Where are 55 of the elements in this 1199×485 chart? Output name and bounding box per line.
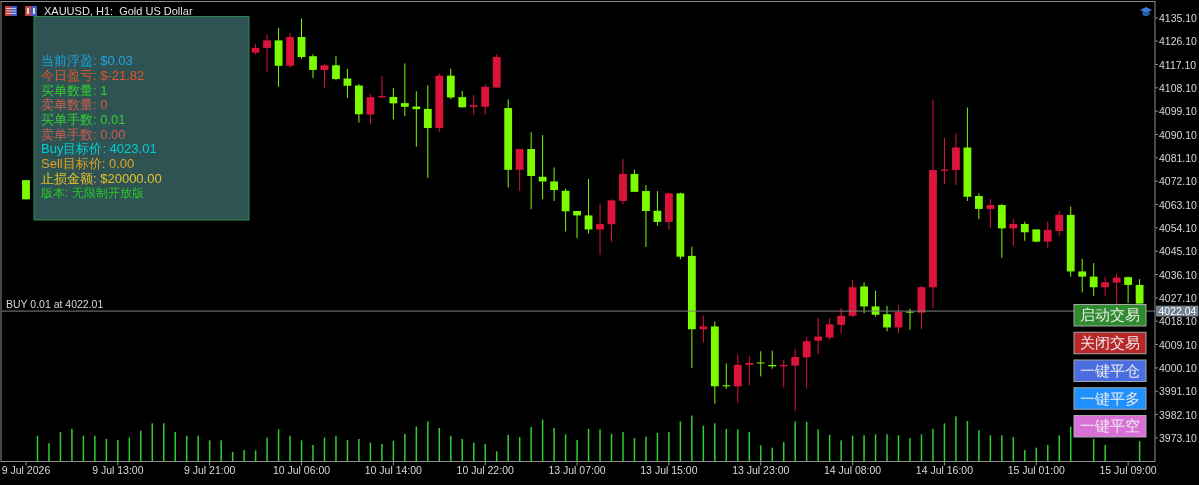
annotation: 当前浮盈: $0.03 [41, 53, 133, 69]
y-tick-label: 4081.10 [1159, 151, 1198, 164]
annotation: Buy目标价: 4023.01 [41, 141, 157, 157]
chart-title: XAUUSD, H1: Gold US Dollar [44, 5, 193, 17]
annotation: 止损金额: $20000.00 [41, 170, 162, 186]
x-tick-label: 9 Jul 21:00 [184, 464, 236, 476]
y-tick-label: 3982.10 [1159, 408, 1198, 421]
button: 一键平多 [1073, 387, 1147, 410]
y-tick-label: 3991.10 [1159, 385, 1198, 398]
annotation: Sell目标价: 0.00 [41, 156, 135, 172]
y-tick-label: 4072.10 [1159, 175, 1198, 188]
annotation: 版本: 无限制开放版 [41, 186, 144, 200]
x-tick-label: 15 Jul 09:00 [1099, 464, 1157, 476]
x-tick-label: 13 Jul 15:00 [640, 464, 698, 476]
annotation: 买单手数: 0.01 [41, 112, 126, 127]
button: 一键平仓 [1073, 359, 1147, 382]
x-tick-label: 10 Jul 14:00 [364, 464, 423, 476]
y-tick-label: 4009.10 [1159, 338, 1198, 351]
y-tick-label: 4054.10 [1159, 221, 1198, 234]
y-tick-label: 4090.10 [1159, 128, 1198, 141]
x-tick-label: 14 Jul 16:00 [915, 464, 974, 476]
x-tick-label: 10 Jul 22:00 [456, 464, 514, 476]
annotation: 启动交易 [1080, 307, 1140, 324]
y-tick-label: 4027.10 [1159, 291, 1198, 304]
x-tick-label: 9 Jul 13:00 [92, 464, 144, 476]
y-tick-label: 4117.10 [1159, 58, 1197, 71]
y-tick-label: 4045.10 [1159, 245, 1198, 258]
annotation: 一键平空 [1080, 418, 1140, 435]
x-tick-label: 15 Jul 01:00 [1007, 464, 1066, 476]
y-tick-label: 4099.10 [1159, 105, 1198, 118]
annotation: 一键平多 [1080, 390, 1140, 407]
y-tick-label: 4018.10 [1159, 315, 1198, 328]
x-tick-label: 14 Jul 08:00 [823, 464, 882, 476]
text: 4022.04 [1158, 305, 1197, 318]
x-tick-label: 13 Jul 07:00 [548, 464, 606, 476]
y-tick-label: 4063.10 [1159, 198, 1198, 211]
button: 关闭交易 [1073, 331, 1147, 355]
x-tick-label: 9 Jul 2026 [1, 464, 51, 476]
x-tick-label: 10 Jul 06:00 [272, 464, 331, 476]
annotation: 今日盈亏: $-21.82 [41, 67, 145, 83]
y-tick-label: 4108.10 [1159, 81, 1198, 94]
annotation: 买单数量: 1 [41, 82, 108, 98]
x-tick-label: 13 Jul 23:00 [732, 464, 790, 476]
y-tick-label: 3973.10 [1159, 431, 1198, 444]
annotation: 一键平仓 [1080, 362, 1140, 379]
annotation: 关闭交易 [1080, 335, 1140, 351]
y-tick-label: 4000.10 [1159, 361, 1198, 374]
button: 一键平空 [1073, 415, 1147, 438]
annotation: 卖单手数: 0.00 [41, 126, 126, 142]
ref-line-label: BUY 0.01 at 4022.01 [6, 298, 104, 311]
y-tick-label: 4126.10 [1159, 35, 1198, 48]
y-tick-label: 4135.10 [1159, 11, 1198, 24]
button: 启动交易 [1073, 304, 1147, 327]
annotation: 卖单数量: 0 [41, 97, 108, 113]
y-tick-label: 4036.10 [1159, 268, 1198, 281]
